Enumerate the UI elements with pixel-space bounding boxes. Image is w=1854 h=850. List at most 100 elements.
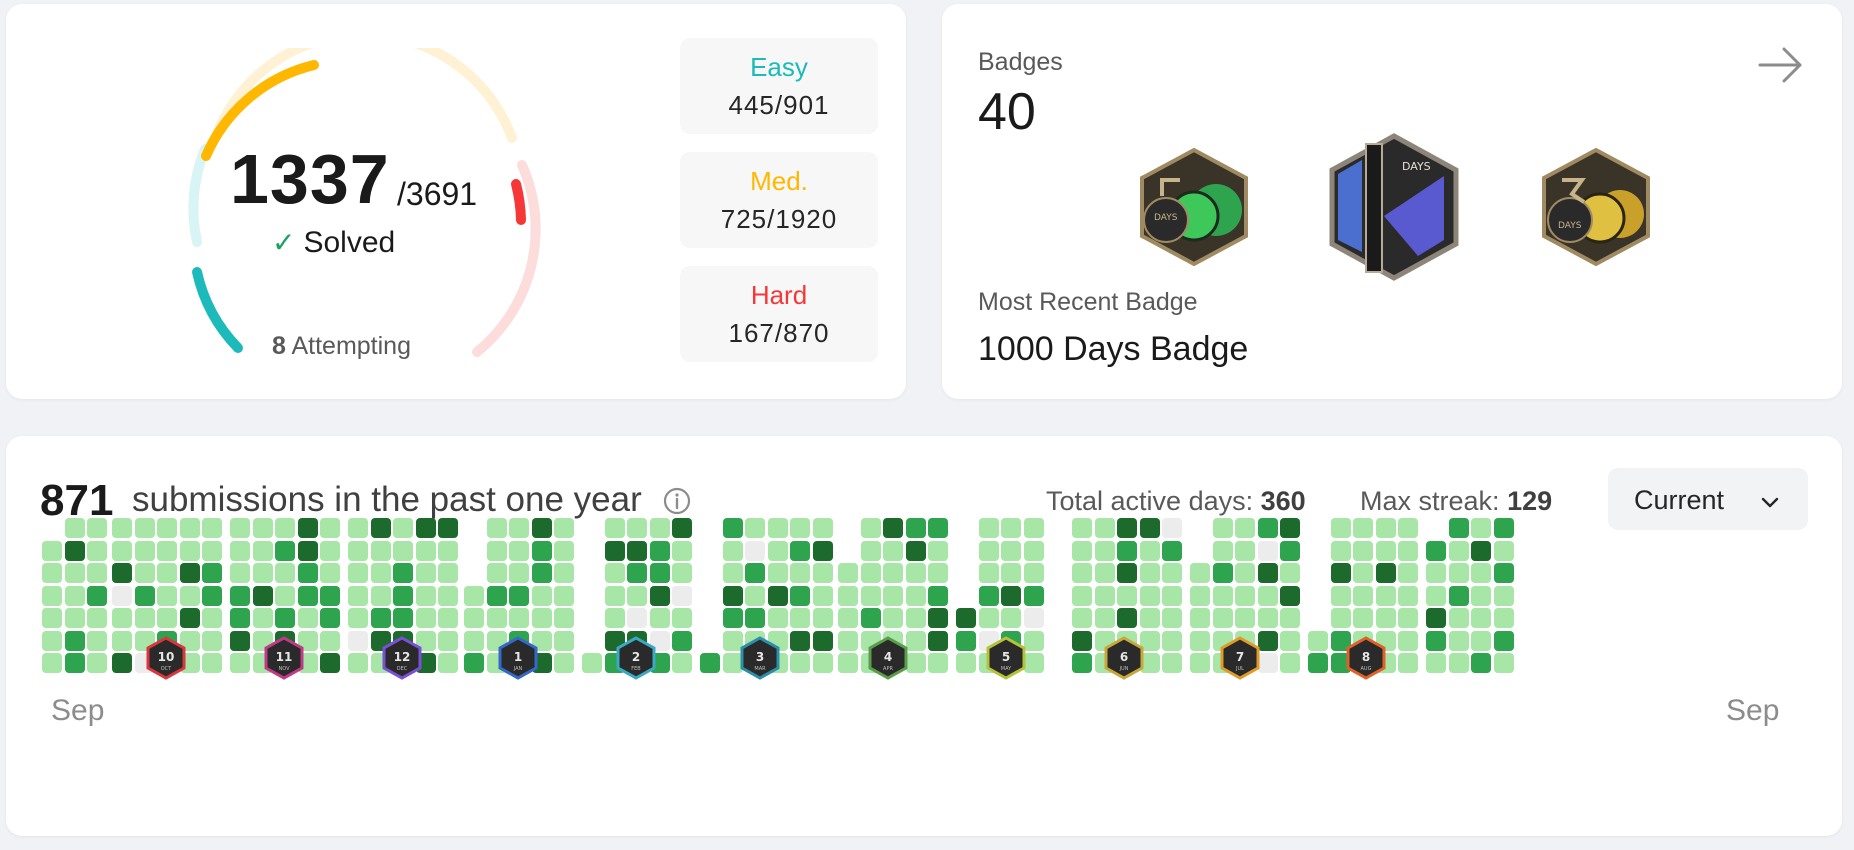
heatmap-cell[interactable] (672, 518, 692, 538)
heatmap-cell[interactable] (1257, 540, 1278, 561)
heatmap-cell[interactable] (1162, 585, 1182, 606)
heatmap-cell[interactable] (348, 653, 368, 673)
heatmap-cell[interactable] (722, 585, 743, 606)
heatmap-cell[interactable] (112, 518, 132, 538)
heatmap-cell[interactable] (604, 540, 625, 561)
heatmap-cell[interactable] (438, 563, 458, 583)
heatmap-cell[interactable] (1235, 608, 1255, 628)
heatmap-cell[interactable] (1023, 653, 1044, 673)
heatmap-cell[interactable] (700, 653, 720, 673)
heatmap-cell[interactable] (1023, 518, 1044, 538)
heatmap-cell[interactable] (202, 518, 222, 538)
heatmap-cell[interactable] (486, 563, 507, 583)
heatmap-cell[interactable] (252, 563, 273, 583)
heatmap-cell[interactable] (1094, 608, 1115, 628)
heatmap-cell[interactable] (838, 563, 858, 583)
heatmap-cell[interactable] (202, 653, 222, 673)
heatmap-cell[interactable] (1257, 630, 1278, 651)
monthly-badge-icon[interactable]: 2 FEB (616, 636, 656, 680)
recent-badge-name[interactable]: 1000 Days Badge (978, 330, 1249, 368)
heatmap-cell[interactable] (393, 608, 413, 628)
heatmap-cell[interactable] (1280, 563, 1300, 583)
heatmap-cell[interactable] (531, 518, 552, 538)
heatmap-cell[interactable] (112, 540, 132, 561)
heatmap-cell[interactable] (320, 608, 340, 628)
heatmap-cell[interactable] (1471, 608, 1491, 628)
monthly-badge-icon[interactable]: 5 MAY (986, 636, 1026, 680)
heatmap-cell[interactable] (87, 563, 107, 583)
heatmap-cell[interactable] (1117, 540, 1137, 561)
heatmap-cell[interactable] (1471, 585, 1491, 606)
heatmap-cell[interactable] (767, 518, 788, 538)
monthly-badge-icon[interactable]: 4 APR (868, 636, 908, 680)
heatmap-cell[interactable] (64, 630, 85, 651)
heatmap-cell[interactable] (978, 608, 999, 628)
heatmap-cell[interactable] (1448, 630, 1469, 651)
heatmap-cell[interactable] (1072, 653, 1092, 673)
heatmap-cell[interactable] (1257, 518, 1278, 538)
heatmap-cell[interactable] (1162, 540, 1182, 561)
heatmap-cell[interactable] (1094, 518, 1115, 538)
heatmap-cell[interactable] (1235, 563, 1255, 583)
heatmap-cell[interactable] (604, 608, 625, 628)
heatmap-cell[interactable] (1001, 608, 1021, 628)
heatmap-cell[interactable] (230, 518, 250, 538)
heatmap-cell[interactable] (627, 608, 647, 628)
heatmap-cell[interactable] (767, 608, 788, 628)
heatmap-cell[interactable] (1308, 630, 1328, 651)
heatmap-cell[interactable] (202, 563, 222, 583)
heatmap-cell[interactable] (1212, 585, 1233, 606)
heatmap-cell[interactable] (230, 540, 250, 561)
heatmap-cell[interactable] (1023, 585, 1044, 606)
heatmap-cell[interactable] (554, 630, 574, 651)
heatmap-cell[interactable] (745, 585, 765, 606)
heatmap-cell[interactable] (297, 630, 318, 651)
heatmap-cell[interactable] (604, 518, 625, 538)
heatmap-cell[interactable] (230, 608, 250, 628)
heatmap-cell[interactable] (531, 608, 552, 628)
heatmap-cell[interactable] (1117, 585, 1137, 606)
heatmap-cell[interactable] (1471, 630, 1491, 651)
heatmap-cell[interactable] (438, 585, 458, 606)
heatmap-cell[interactable] (464, 630, 484, 651)
heatmap-cell[interactable] (509, 540, 529, 561)
heatmap-cell[interactable] (393, 540, 413, 561)
heatmap-cell[interactable] (1280, 608, 1300, 628)
heatmap-cell[interactable] (297, 518, 318, 538)
heatmap-cell[interactable] (1235, 518, 1255, 538)
heatmap-cell[interactable] (87, 585, 107, 606)
heatmap-cell[interactable] (627, 585, 647, 606)
heatmap-cell[interactable] (320, 630, 340, 651)
heatmap-cell[interactable] (275, 540, 295, 561)
info-icon[interactable] (662, 486, 692, 516)
heatmap-cell[interactable] (838, 653, 858, 673)
medium-stat[interactable]: Med. 725/1920 (680, 152, 878, 248)
heatmap-cell[interactable] (1072, 630, 1092, 651)
1000-days-badge-icon[interactable]: DAYS (1326, 132, 1462, 282)
heatmap-cell[interactable] (860, 518, 881, 538)
heatmap-cell[interactable] (1280, 653, 1300, 673)
heatmap-cell[interactable] (179, 630, 200, 651)
heatmap-cell[interactable] (812, 563, 833, 583)
heatmap-cell[interactable] (1235, 540, 1255, 561)
heatmap-cell[interactable] (393, 563, 413, 583)
heatmap-cell[interactable] (1448, 653, 1469, 673)
heatmap-cell[interactable] (838, 585, 858, 606)
heatmap-cell[interactable] (838, 630, 858, 651)
heatmap-cell[interactable] (1398, 585, 1418, 606)
heatmap-cell[interactable] (348, 630, 368, 651)
heatmap-cell[interactable] (87, 540, 107, 561)
heatmap-cell[interactable] (438, 608, 458, 628)
heatmap-cell[interactable] (275, 518, 295, 538)
heatmap-cell[interactable] (790, 585, 810, 606)
heatmap-cell[interactable] (649, 518, 670, 538)
heatmap-cell[interactable] (370, 585, 391, 606)
heatmap-cell[interactable] (1257, 608, 1278, 628)
heatmap-cell[interactable] (905, 630, 926, 651)
heatmap-cell[interactable] (767, 585, 788, 606)
heatmap-cell[interactable] (672, 540, 692, 561)
heatmap-cell[interactable] (64, 540, 85, 561)
heatmap-cell[interactable] (722, 608, 743, 628)
monthly-badge-icon[interactable]: 8 AUG (1346, 636, 1386, 680)
heatmap-cell[interactable] (509, 585, 529, 606)
